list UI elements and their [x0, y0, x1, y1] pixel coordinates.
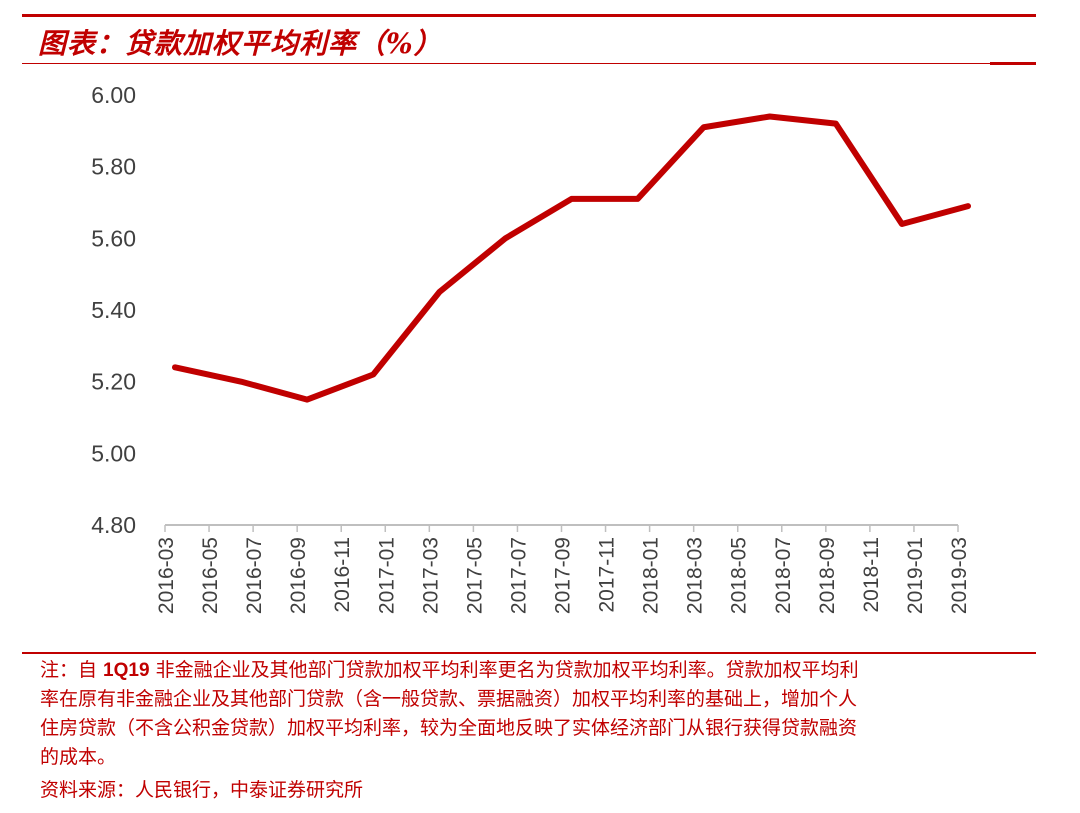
x-tick-label: 2017-07: [507, 537, 530, 614]
title-rule: [22, 63, 1036, 64]
source-note: 资料来源：人民银行，中泰证券研究所: [40, 779, 364, 801]
y-tick-label: 5.20: [91, 369, 136, 395]
x-tick-label: 2017-11: [596, 537, 619, 613]
x-tick-label: 2016-03: [155, 537, 178, 614]
x-tick-label: 2019-03: [948, 537, 971, 614]
x-tick-label: 2018-05: [728, 537, 751, 614]
footnote-quarter: 1Q19: [103, 660, 150, 681]
x-tick-label: 2017-09: [552, 537, 575, 614]
x-tick-label: 2017-03: [419, 537, 442, 614]
x-tick-label: 2018-03: [684, 537, 707, 614]
x-tick-label: 2018-09: [816, 537, 839, 614]
chart-title: 图表：贷款加权平均利率（%）: [38, 27, 443, 60]
x-tick-label: 2016-07: [243, 537, 266, 614]
x-tick-label: 2018-11: [860, 537, 883, 613]
x-tick-label: 2017-01: [375, 537, 398, 614]
x-tick-label: 2018-07: [772, 537, 795, 614]
x-tick-label: 2018-01: [640, 537, 663, 614]
series-line: [172, 113, 971, 403]
footnote: 注：自 1Q19 非金融企业及其他部门贷款加权平均利率更名为贷款加权平均利率。贷…: [40, 656, 1030, 772]
x-tick-label: 2016-09: [287, 537, 310, 614]
x-tick-label: 2016-05: [199, 537, 222, 614]
line-chart: 4.80 5.00 5.20 5.40 5.60 5.80 6.00 2016-03 2016-…: [91, 82, 971, 614]
y-tick-label: 6.00: [91, 82, 136, 108]
footnote-line-3: 住房贷款（不含公积金贷款）加权平均利率，较为全面地反映了实体经济部门从银行获得贷…: [40, 717, 858, 739]
title-rule-accent: [990, 62, 1036, 65]
footnote-rule: [22, 652, 1036, 654]
y-tick-label: 4.80: [91, 512, 136, 538]
y-tick-label: 5.40: [91, 297, 136, 323]
footnote-line-4: 的成本。: [40, 746, 117, 768]
x-tick-label: 2019-01: [904, 537, 927, 614]
x-tick-label: 2017-05: [463, 537, 486, 614]
footnote-line-1: 非金融企业及其他部门贷款加权平均利率更名为贷款加权平均利率。贷款加权平均利: [149, 659, 859, 681]
y-tick-label: 5.00: [91, 440, 136, 466]
footnote-line-2: 率在原有非金融企业及其他部门贷款（含一般贷款、票据融资）加权平均利率的基础上，增…: [40, 688, 858, 710]
footnote-prefix: 注：自: [40, 659, 104, 681]
y-tick-label: 5.60: [91, 225, 136, 251]
x-tick-label: 2016-11: [331, 537, 354, 613]
top-rule: [22, 14, 1036, 17]
y-tick-label: 5.80: [91, 154, 136, 180]
